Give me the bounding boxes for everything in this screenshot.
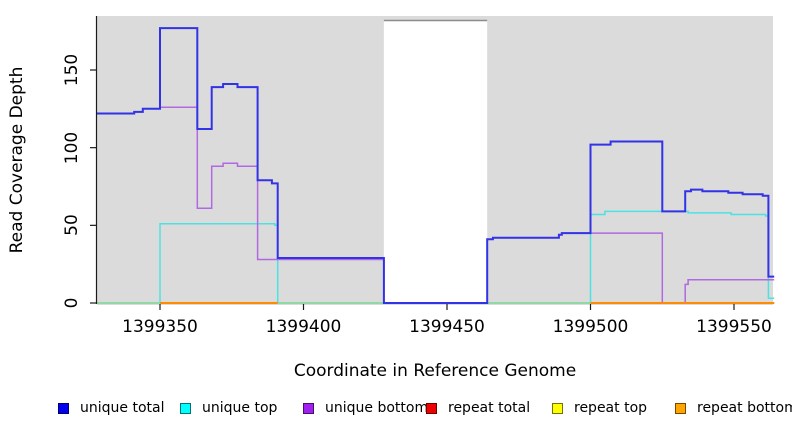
x-tick-label: 1399450 (409, 317, 485, 337)
legend-swatch-icon (552, 402, 563, 414)
y-tick-label: 150 (62, 53, 82, 87)
legend-label: repeat total (448, 400, 531, 416)
x-tick-label: 1399500 (552, 317, 629, 337)
legend-swatch-icon (180, 402, 191, 414)
legend-item-repeat-bottom: repeat bottom (675, 400, 792, 416)
legend-label: unique total (80, 400, 165, 416)
y-axis-title: Read Coverage Depth (7, 66, 27, 254)
legend-item-unique-total: unique total (58, 400, 165, 416)
series-line-unique-total (96, 27, 775, 304)
legend-item-unique-top: unique top (180, 400, 278, 416)
masked-region (383, 20, 488, 303)
x-axis-title: Coordinate in Reference Genome (293, 361, 577, 381)
x-tick-label: 1399550 (696, 317, 772, 337)
legend-label: repeat top (574, 400, 648, 416)
legend-swatch-icon (58, 402, 69, 414)
legend-item-unique-bottom: unique bottom (303, 400, 429, 416)
series-line-unique-top (96, 210, 775, 304)
x-tick-label: 1399350 (122, 317, 198, 337)
legend-swatch-icon (303, 402, 314, 414)
legend-item-repeat-top: repeat top (552, 400, 648, 416)
y-tick-label: 0 (62, 297, 82, 309)
legend-swatch-icon (675, 402, 686, 414)
legend-item-repeat-total: repeat total (426, 400, 531, 416)
y-tick-label: 50 (62, 214, 82, 237)
legend-label: unique top (202, 400, 278, 416)
legend-swatch-icon (426, 402, 437, 414)
x-tick-label: 1399400 (265, 317, 342, 337)
legend-label: repeat bottom (697, 400, 792, 416)
y-tick-label: 100 (62, 131, 82, 164)
legend-label: unique bottom (325, 400, 429, 416)
